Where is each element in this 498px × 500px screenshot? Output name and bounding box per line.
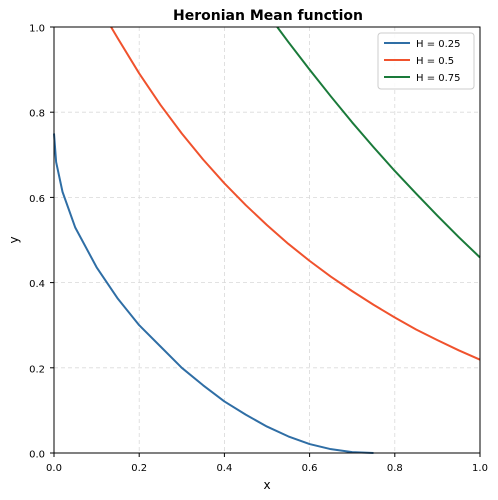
y-tick-label: 0.6 <box>29 194 45 205</box>
x-tick-label: 0.0 <box>46 463 62 474</box>
series-line-h-0-75 <box>276 26 481 259</box>
legend-box <box>377 32 475 90</box>
x-tick-label: 0.2 <box>131 463 147 474</box>
tick-labels: 0.0 0.2 0.4 0.6 0.8 1.0 0.0 0.2 0.4 0.6 … <box>29 24 488 475</box>
x-tick-label: 0.4 <box>216 463 232 474</box>
series-line-h-0-25 <box>53 133 374 454</box>
ticks <box>50 26 481 457</box>
plot-frame <box>53 26 481 454</box>
series-line-h-0-5 <box>110 26 481 361</box>
y-tick-label: 0.8 <box>29 109 45 120</box>
legend-label-h-075: H = 0.75 <box>416 73 461 84</box>
y-tick-label: 0.0 <box>29 450 45 461</box>
y-tick-label: 0.4 <box>29 279 45 290</box>
legend-label-h-05: H = 0.5 <box>416 56 454 67</box>
series-group <box>53 26 481 454</box>
y-tick-label: 0.2 <box>29 364 45 375</box>
y-axis-label: y <box>7 236 21 243</box>
x-axis-label: x <box>263 478 270 492</box>
x-tick-label: 0.6 <box>302 463 318 474</box>
legend: H = 0.25 H = 0.5 H = 0.75 <box>377 32 475 90</box>
x-tick-label: 0.8 <box>387 463 403 474</box>
x-tick-label: 1.0 <box>472 463 488 474</box>
y-tick-label: 1.0 <box>29 24 45 35</box>
chart-title: Heronian Mean function <box>173 8 363 24</box>
legend-label-h-025: H = 0.25 <box>416 39 461 50</box>
